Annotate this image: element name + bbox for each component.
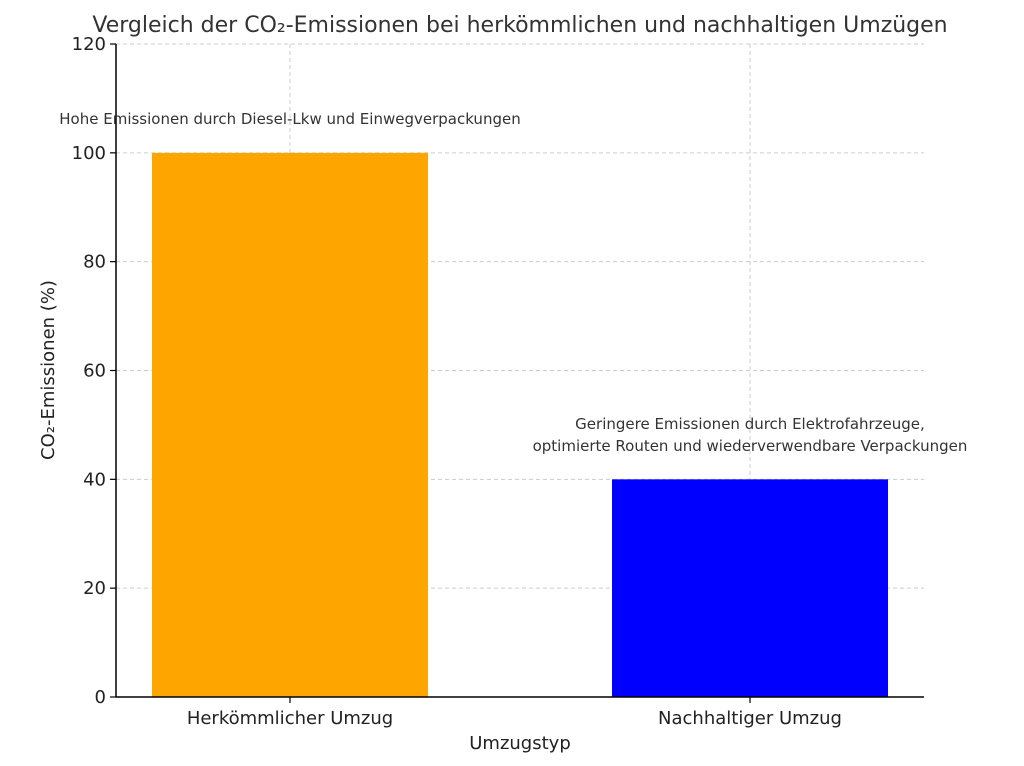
y-tick-label: 40 bbox=[83, 469, 106, 490]
y-tick-label: 120 bbox=[72, 34, 106, 55]
x-tick-label: Herkömmlicher Umzug bbox=[187, 708, 393, 729]
x-ticks: Herkömmlicher Umzug Nachhaltiger Umzug bbox=[187, 697, 842, 729]
bar-1 bbox=[152, 152, 428, 698]
annotation-text: Hohe Emissionen durch Diesel-Lkw und Ein… bbox=[59, 110, 520, 128]
bars bbox=[152, 152, 888, 698]
y-tick-label: 60 bbox=[83, 361, 106, 382]
x-axis-label: Umzugstyp bbox=[469, 733, 571, 754]
y-ticks: 0 20 40 60 80 100 120 bbox=[72, 34, 116, 708]
annotation-text: Geringere Emissionen durch Elektrofahrze… bbox=[575, 415, 925, 433]
y-tick-label: 20 bbox=[83, 578, 106, 599]
y-tick-label: 100 bbox=[72, 143, 106, 164]
y-axis-label: CO₂-Emissionen (%) bbox=[38, 280, 59, 460]
annotations: Hohe Emissionen durch Diesel-Lkw und Ein… bbox=[59, 110, 967, 455]
bar-2 bbox=[612, 479, 888, 697]
y-tick-label: 80 bbox=[83, 252, 106, 273]
y-tick-label: 0 bbox=[95, 687, 106, 708]
annotation-text: optimierte Routen und wiederverwendbare … bbox=[533, 437, 968, 455]
chart-title: Vergleich der CO₂-Emissionen bei herkömm… bbox=[92, 13, 947, 38]
x-tick-label: Nachhaltiger Umzug bbox=[658, 708, 842, 729]
